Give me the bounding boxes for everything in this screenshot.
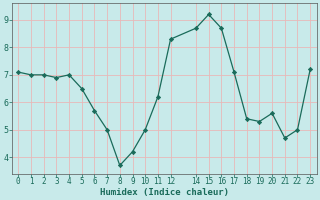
X-axis label: Humidex (Indice chaleur): Humidex (Indice chaleur) xyxy=(100,188,229,197)
